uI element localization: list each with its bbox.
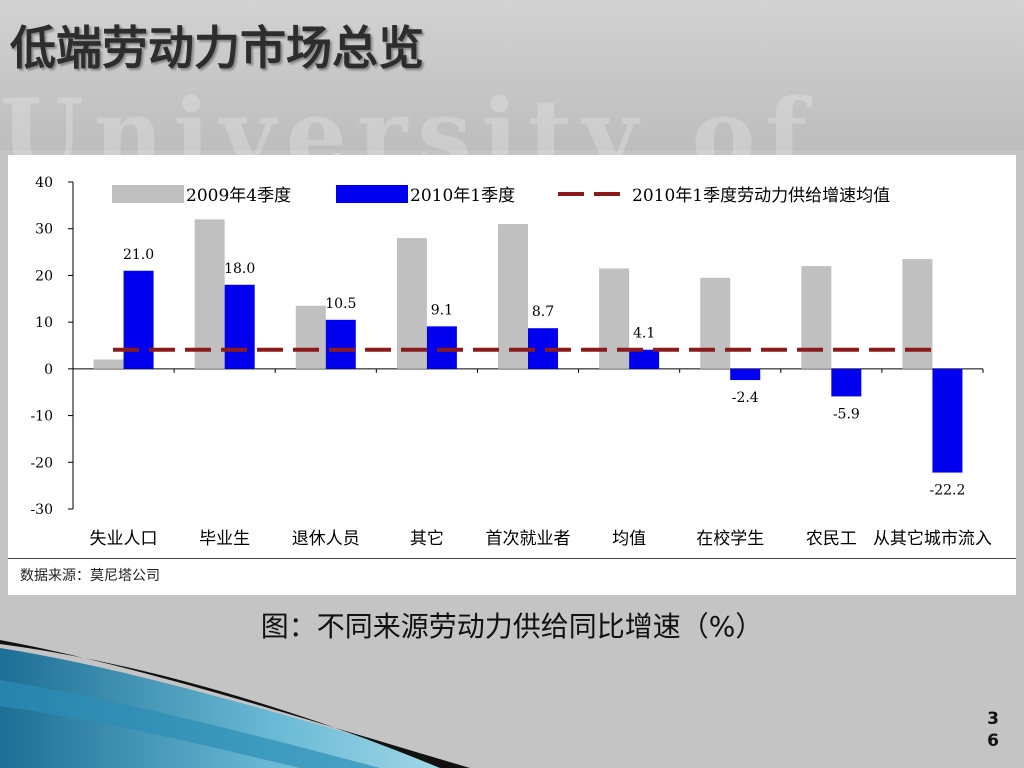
legend-label-mean: 2010年1季度劳动力供给增速均值 [632,186,890,206]
bar-2010q1 [932,368,963,473]
x-category-label: 其它 [410,529,444,549]
legend-swatch-2010q1 [336,185,408,203]
x-category-label: 从其它城市流入 [873,529,992,549]
bar-2010q1 [426,326,457,369]
bar-2009q4 [93,359,124,369]
data-label: -22.2 [929,483,965,499]
data-label: 18.0 [224,261,255,277]
data-label: 8.7 [532,304,554,320]
y-tick-label: -20 [30,455,53,471]
x-category-label: 均值 [612,529,646,549]
source-divider [8,558,1016,559]
bar-2010q1 [325,319,356,369]
y-tick-label: -30 [30,502,53,518]
title-band [0,0,1024,150]
bar-2009q4 [599,268,630,369]
x-category-label: 在校学生 [696,529,764,549]
bar-2009q4 [700,277,731,369]
y-tick-label: -10 [30,409,53,425]
bar-2009q4 [801,266,832,369]
legend-swatch-2009q4 [112,185,184,203]
bar-2010q1 [123,270,154,369]
bar-2009q4 [498,224,528,369]
legend-label-2010q1: 2010年1季度 [410,186,515,206]
bar-chart: 40 30 20 10 0 -10 -20 -30 21.0 失业人口 18.0 毕业生 10.5 退休人… [30,175,992,549]
x-category-label: 退休人员 [292,529,360,549]
y-tick-label: 0 [44,362,53,378]
page-number-digit-1: 3 [987,709,999,729]
page-number: 3 6 [978,708,1008,752]
bar-2009q4 [295,305,326,369]
slide-title: 低端劳动力市场总览 [10,21,424,75]
chart-panel: 40 30 20 10 0 -10 -20 -30 21.0 失业人口 18.0 毕业生 10.5 退休人… [8,155,1016,595]
y-tick-label: 10 [35,315,53,331]
bar-2009q4 [396,238,427,369]
y-tick-label: 20 [35,268,53,284]
x-category-label: 首次就业者 [486,529,571,549]
bar-2010q1 [224,284,255,369]
data-label: 4.1 [633,326,655,342]
y-tick-label: 40 [35,175,53,191]
data-label: 10.5 [325,296,356,312]
bar-2009q4 [194,219,225,369]
page-number-digit-2: 6 [987,731,999,751]
bar-2010q1 [730,368,761,381]
data-label: -5.9 [833,406,860,422]
data-label: -2.4 [732,390,759,406]
bar-2009q4 [902,259,933,369]
legend-label-2009q4: 2009年4季度 [186,186,291,206]
x-category-label: 农民工 [806,529,857,549]
data-label: 21.0 [123,247,154,263]
decorative-swoosh [0,640,470,768]
y-tick-label: 30 [35,222,53,238]
x-category-label: 失业人口 [90,529,158,549]
x-category-label: 毕业生 [199,529,250,549]
bar-2010q1 [831,368,862,397]
bar-2010q1 [629,349,660,369]
data-source: 数据来源：莫尼塔公司 [20,568,160,584]
figure-caption: 图：不同来源劳动力供给同比增速（%） [260,610,764,643]
data-label: 9.1 [431,302,453,318]
